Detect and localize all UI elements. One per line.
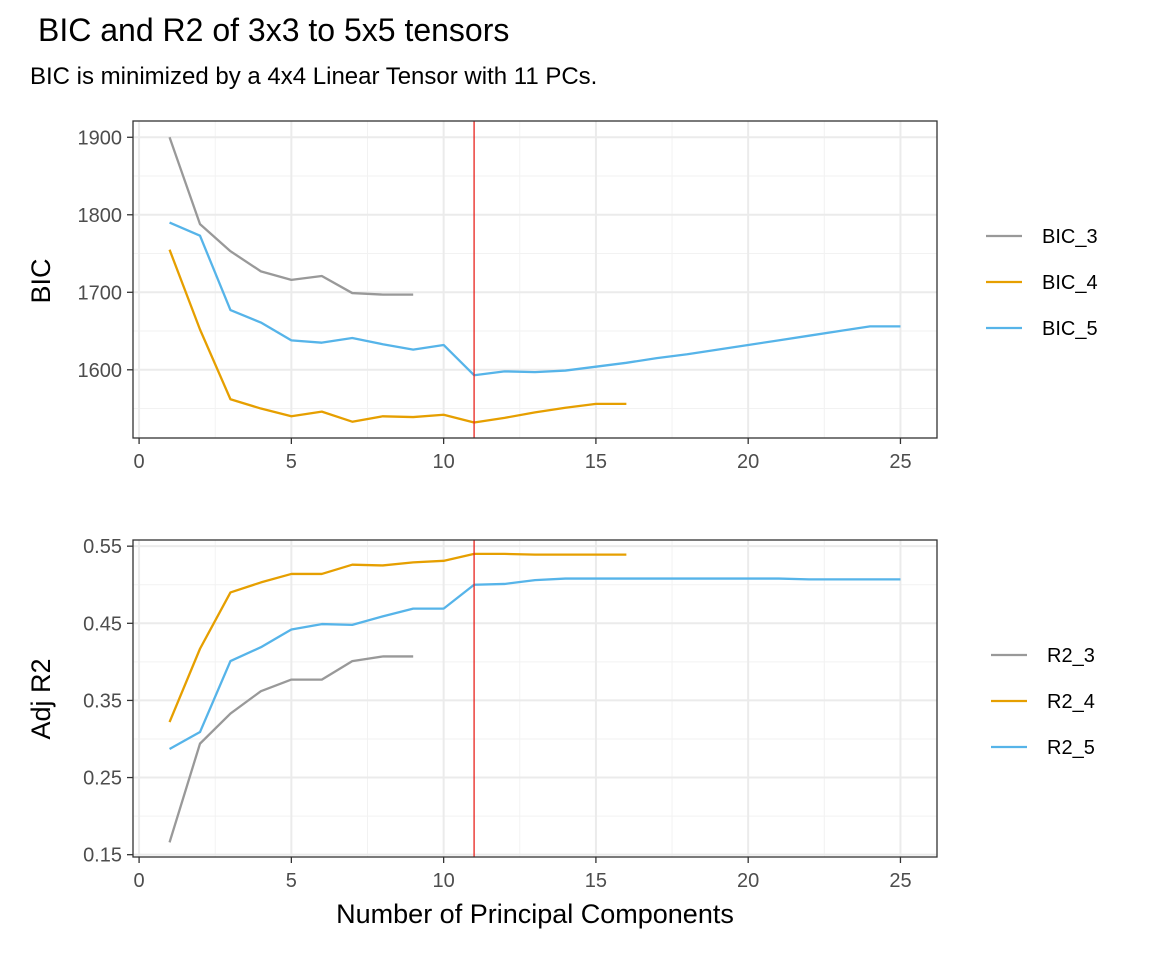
bic-panel: 0 5 10 15 20 25 1600 1700 1800 1900	[78, 120, 938, 473]
adj-r2-y-tick-label: 0.15	[83, 845, 122, 867]
chart-subtitle: BIC is minimized by a 4x4 Linear Tensor …	[30, 63, 597, 90]
adj-r2-legend: R2_3 R2_4 R2_5	[991, 645, 1095, 759]
series-line-bic-5	[169, 221, 901, 377]
bic-x-tick-label: 5	[286, 451, 297, 473]
bic-y-tick-label: 1700	[78, 282, 123, 304]
series-line-r2-3	[168, 655, 414, 843]
legend-bic-5-label: BIC_5	[1042, 318, 1098, 340]
adj-r2-y-tick-label: 0.35	[83, 690, 122, 712]
bic-y-tick-label: 1600	[78, 360, 123, 382]
adj-r2-x-tick-label: 15	[585, 870, 607, 892]
bic-plot-background	[133, 121, 937, 438]
adj-r2-panel-border	[132, 539, 938, 858]
bic-legend: BIC_3 BIC_4 BIC_5	[986, 226, 1098, 340]
adj-r2-y-axis-label: Adj R2	[26, 658, 56, 739]
bic-x-tick-label: 10	[433, 451, 455, 473]
series-line-bic-4	[168, 249, 627, 424]
adj-r2-x-tick-label: 25	[889, 870, 911, 892]
bic-x-tick-label: 20	[737, 451, 759, 473]
bic-x-tick-label: 0	[134, 451, 145, 473]
legend-bic-3-label: BIC_3	[1042, 226, 1098, 248]
adj-r2-x-tick-label: 20	[737, 870, 759, 892]
adj-r2-y-tick-label: 0.45	[83, 613, 122, 635]
bic-x-tick-label: 25	[889, 451, 911, 473]
adj-r2-panel: 0 5 10 15 20 25 0.15 0.25 0.35 0.45 0.55	[83, 536, 938, 892]
series-line-r2-5	[168, 577, 901, 751]
adj-r2-x-tick-label: 5	[286, 870, 297, 892]
bic-x-tick-label: 15	[585, 451, 607, 473]
legend-r2-5-label: R2_5	[1047, 737, 1095, 759]
bic-y-tick-label: 1800	[78, 205, 123, 227]
adj-r2-x-tick-label: 10	[433, 870, 455, 892]
legend-bic-4-label: BIC_4	[1042, 272, 1098, 294]
series-line-r2-4	[168, 552, 627, 723]
series-line-bic-3	[168, 136, 414, 296]
legend-r2-3-label: R2_3	[1047, 645, 1095, 667]
adj-r2-plot-background	[133, 540, 937, 857]
bic-y-axis-label: BIC	[26, 258, 56, 303]
chart-title: BIC and R2 of 3x3 to 5x5 tensors	[38, 12, 509, 48]
x-axis-label: Number of Principal Components	[336, 899, 734, 929]
adj-r2-x-tick-label: 0	[134, 870, 145, 892]
adj-r2-y-tick-label: 0.25	[83, 768, 122, 790]
bic-y-tick-label: 1900	[78, 127, 123, 149]
adj-r2-y-tick-label: 0.55	[83, 536, 122, 558]
legend-r2-4-label: R2_4	[1047, 691, 1095, 713]
bic-panel-border	[132, 120, 938, 439]
